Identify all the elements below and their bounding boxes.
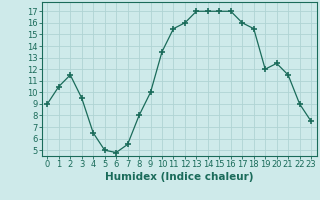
X-axis label: Humidex (Indice chaleur): Humidex (Indice chaleur): [105, 172, 253, 182]
